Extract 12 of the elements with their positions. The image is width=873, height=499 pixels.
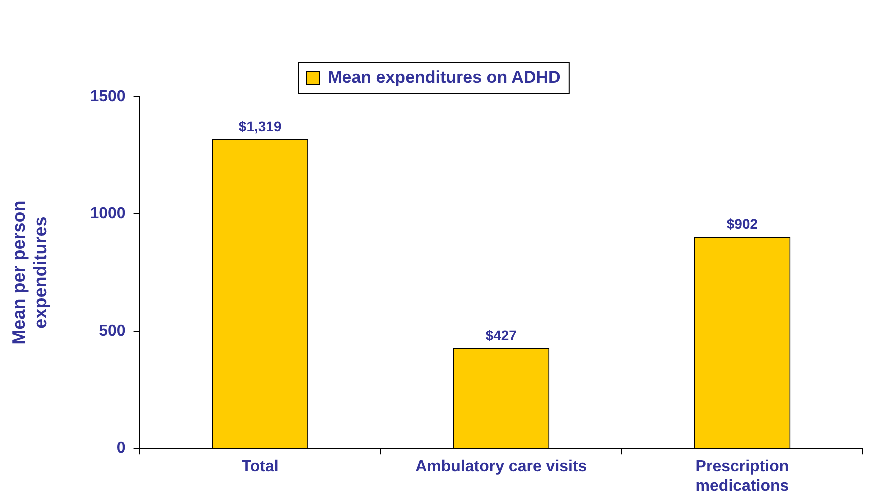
data-label: $427 (486, 327, 518, 344)
x-tick-label: Ambulatory care visits (416, 458, 588, 476)
y-axis-title: Mean per person expenditures (8, 200, 50, 345)
y-tick-label: 0 (116, 440, 126, 458)
y-tick-label: 1500 (90, 88, 126, 106)
y-tick-label: 1000 (90, 206, 126, 223)
x-tick-label: Prescription medications (696, 458, 790, 495)
data-label: $1,319 (238, 118, 282, 134)
data-label: $902 (726, 216, 758, 232)
x-tick-label: Total (242, 458, 279, 476)
legend-label: Mean expenditures on ADHD (328, 68, 561, 88)
y-tick-label: 500 (99, 322, 126, 340)
